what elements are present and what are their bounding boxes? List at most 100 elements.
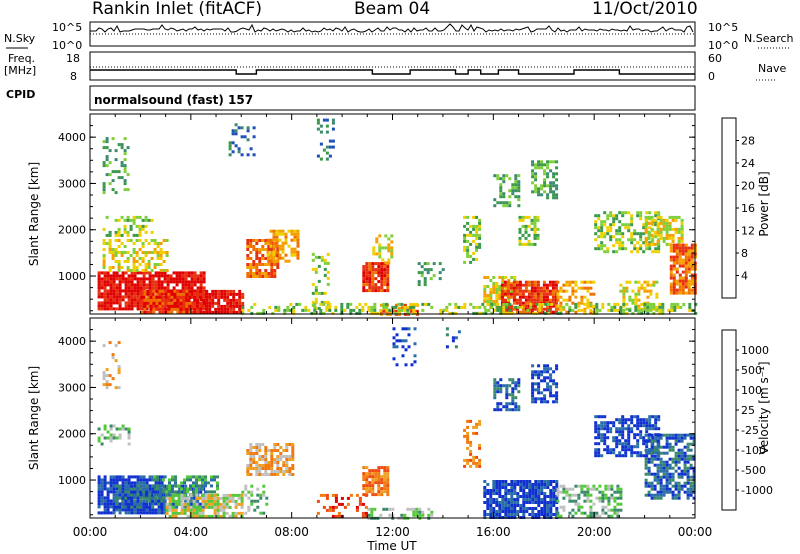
- scatter-cell: [571, 308, 575, 312]
- scatter-cell: [240, 496, 244, 500]
- scatter-cell: [603, 424, 607, 428]
- scatter-cell: [276, 257, 280, 260]
- scatter-cell: [423, 262, 427, 266]
- scatter-cell: [686, 454, 690, 458]
- scatter-cell: [276, 449, 280, 452]
- scatter-cell: [121, 289, 125, 293]
- scatter-cell: [270, 452, 274, 455]
- scatter-cell: [604, 484, 608, 488]
- scatter-cell: [100, 442, 104, 446]
- scatter-cell: [204, 505, 208, 509]
- scatter-cell: [135, 239, 139, 242]
- scatter-cell: [656, 224, 660, 228]
- scatter-cell: [522, 498, 526, 501]
- scatter-cell: [386, 286, 390, 290]
- scatter-cell: [100, 307, 104, 311]
- scatter-cell: [262, 484, 266, 488]
- scatter-cell: [534, 489, 538, 492]
- scatter-cell: [555, 510, 559, 513]
- scatter-cell: [543, 400, 547, 404]
- scatter-cell: [597, 214, 601, 218]
- scatter-cell: [130, 487, 134, 491]
- scatter-cell: [688, 302, 692, 306]
- scatter-cell: [430, 513, 434, 517]
- scatter-cell: [97, 280, 101, 284]
- scatter-cell: [97, 481, 101, 485]
- scatter-cell: [285, 464, 289, 467]
- scatter-cell: [680, 233, 684, 237]
- scatter-cell: [511, 311, 515, 315]
- scatter-cell: [195, 487, 198, 491]
- scatter-cell: [199, 301, 203, 305]
- scatter-cell: [530, 304, 534, 308]
- scatter-cell: [496, 302, 500, 306]
- scatter-cell: [106, 502, 110, 506]
- scatter-cell: [577, 493, 581, 497]
- scatter-cell: [136, 508, 140, 512]
- scatter-cell: [163, 280, 167, 284]
- scatter-cell: [358, 302, 362, 306]
- scatter-cell: [210, 505, 214, 509]
- scatter-cell: [650, 472, 654, 476]
- scatter-cell: [392, 336, 396, 340]
- scatter-cell: [126, 215, 130, 219]
- scatter-cell: [546, 483, 550, 486]
- scatter-cell: [118, 502, 122, 506]
- scatter-cell: [326, 270, 330, 274]
- scatter-cell: [244, 511, 248, 515]
- scatter-cell: [547, 302, 551, 306]
- scatter-cell: [159, 248, 163, 251]
- scatter-cell: [463, 245, 467, 249]
- scatter-cell: [540, 391, 544, 395]
- scatter-cell: [551, 295, 555, 299]
- scatter-cell: [385, 302, 389, 306]
- scatter-cell: [133, 298, 137, 302]
- scatter-cell: [247, 490, 251, 494]
- scatter-cell: [307, 308, 311, 312]
- scatter-cell: [659, 460, 663, 464]
- scatter-cell: [489, 300, 493, 303]
- scatter-cell: [565, 280, 569, 284]
- scatter-cell: [323, 273, 327, 277]
- scatter-cell: [571, 508, 575, 512]
- scatter-cell: [205, 298, 209, 302]
- scatter-cell: [524, 280, 528, 284]
- scatter-cell: [141, 269, 145, 272]
- scatter-cell: [650, 239, 654, 243]
- scatter-cell: [273, 245, 277, 248]
- scatter-cell: [210, 496, 214, 500]
- scatter-cell: [406, 305, 410, 309]
- scatter-cell: [404, 348, 408, 352]
- scatter-cell: [168, 478, 171, 482]
- scatter-cell: [502, 180, 506, 184]
- scatter-cell: [541, 302, 545, 306]
- scatter-cell: [533, 289, 537, 293]
- scatter-cell: [204, 493, 208, 497]
- scatter-cell: [530, 227, 534, 231]
- scatter-cell: [689, 457, 693, 461]
- scatter-cell: [644, 472, 648, 476]
- scatter-cell: [368, 265, 372, 269]
- scatter-cell: [549, 510, 553, 513]
- scatter-cell: [258, 251, 262, 254]
- scatter-cell: [148, 286, 152, 290]
- scatter-cell: [108, 182, 112, 186]
- scatter-cell: [145, 481, 149, 485]
- scatter-cell: [505, 384, 509, 388]
- scatter-cell: [621, 214, 625, 218]
- scatter-cell: [383, 289, 387, 293]
- scatter-cell: [486, 303, 490, 306]
- scatter-cell: [513, 276, 517, 279]
- velocity-scatter-group: [97, 327, 696, 520]
- scatter-cell: [196, 301, 200, 305]
- scatter-cell: [146, 304, 150, 308]
- scatter-cell: [139, 286, 143, 290]
- scatter-cell: [148, 502, 152, 506]
- scatter-cell: [374, 271, 378, 275]
- scatter-cell: [380, 262, 384, 266]
- scatter-cell: [118, 277, 122, 281]
- scatter-cell: [533, 224, 537, 228]
- scatter-cell: [171, 478, 174, 482]
- scatter-cell: [190, 310, 194, 314]
